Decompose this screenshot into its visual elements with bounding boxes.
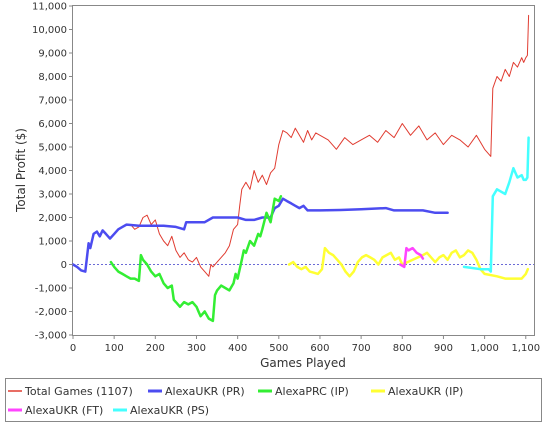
y-tick-label: 0 [61, 260, 67, 271]
x-tick-label: 900 [434, 343, 453, 354]
series-line-1 [71, 197, 449, 273]
x-tick-label: 100 [105, 343, 124, 354]
x-tick-label: 800 [393, 343, 412, 354]
y-tick-label: 6,000 [38, 119, 67, 130]
legend-label-1: AlexaUKR (PR) [165, 385, 245, 398]
series-line-3 [287, 246, 530, 280]
y-tick-label: 8,000 [38, 72, 67, 83]
y-tick-label: 11,000 [32, 2, 67, 13]
x-tick-label: 500 [269, 343, 288, 354]
y-tick-label: -1,000 [35, 284, 67, 295]
y-tick-label: 9,000 [38, 49, 67, 60]
y-tick-label: 10,000 [32, 25, 67, 36]
x-tick-label: 1,000 [470, 343, 499, 354]
series-line-4 [398, 246, 425, 269]
y-tick-label: 2,000 [38, 213, 67, 224]
series-line-2 [109, 195, 283, 323]
x-tick-label: 0 [70, 343, 76, 354]
legend: Total Games (1107) AlexaUKR (PR) AlexaPRC … [8, 385, 463, 417]
y-tick-label: 4,000 [38, 166, 67, 177]
y-tick-label: 3,000 [38, 190, 67, 201]
plot-area [72, 5, 535, 336]
y-axis-label: Total Profit ($) [14, 128, 28, 213]
y-tick-label: 1,000 [38, 237, 67, 248]
legend-label-3: AlexaUKR (IP) [388, 385, 463, 398]
legend-label-5: AlexaUKR (PS) [130, 404, 209, 417]
legend-label-4: AlexaUKR (FT) [25, 404, 103, 417]
x-tick-label: 1,100 [511, 343, 540, 354]
x-axis-label: Games Played [260, 356, 346, 370]
series-line-5 [462, 136, 530, 273]
x-tick-label: 600 [310, 343, 329, 354]
y-tick-label: -2,000 [35, 307, 67, 318]
x-tick-label: 200 [146, 343, 165, 354]
x-tick-label: 400 [228, 343, 247, 354]
legend-box [5, 378, 542, 422]
y-tick-label: 5,000 [38, 143, 67, 154]
y-tick-label: -3,000 [35, 331, 67, 342]
x-tick-label: 700 [352, 343, 371, 354]
y-tick-label: 7,000 [38, 96, 67, 107]
x-tick-label: 300 [187, 343, 206, 354]
legend-label-2: AlexaPRC (IP) [275, 385, 349, 398]
legend-label-0: Total Games (1107) [24, 385, 133, 398]
